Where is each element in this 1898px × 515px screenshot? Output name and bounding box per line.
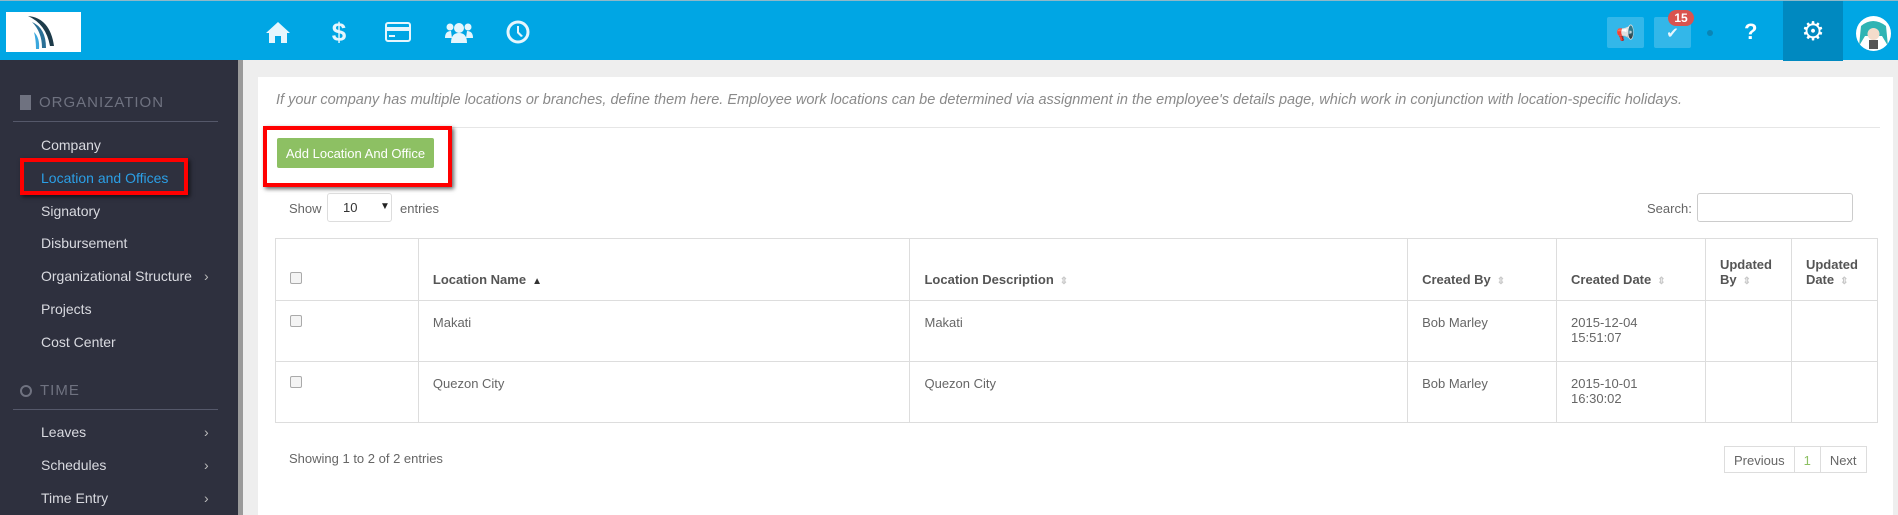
cell-location-description: Quezon City xyxy=(909,361,1409,423)
column-header-location-name[interactable]: Location Name ▲ xyxy=(417,238,911,301)
column-header-location-description[interactable]: Location Description ⇕ xyxy=(909,238,1409,301)
cell-created-by: Bob Marley xyxy=(1407,361,1558,423)
section-time: TIME xyxy=(20,382,80,399)
entries-label: entries xyxy=(400,201,440,216)
sort-icon: ⇕ xyxy=(1742,276,1751,287)
section-organization: ORGANIZATION xyxy=(20,94,164,111)
column-header-created-by[interactable]: Created By ⇕ xyxy=(1407,238,1558,301)
divider xyxy=(270,127,1880,128)
building-icon xyxy=(20,95,31,110)
sort-asc-icon: ▲ xyxy=(532,276,542,287)
sort-icon: ⇕ xyxy=(1657,276,1666,287)
table-row[interactable]: Quezon City Quezon City Bob Marley 2015-… xyxy=(275,361,1879,423)
cell-updated-by xyxy=(1704,300,1792,362)
users-icon[interactable] xyxy=(442,15,476,49)
user-avatar[interactable] xyxy=(1856,16,1891,51)
cell-created-date: 2015-10-01 16:30:02 xyxy=(1556,361,1706,423)
column-header-created-date[interactable]: Created Date ⇕ xyxy=(1556,238,1706,301)
search-input[interactable] xyxy=(1697,193,1853,222)
sidebar-item-projects[interactable]: Projects xyxy=(41,301,92,317)
cell-updated-date xyxy=(1790,300,1879,362)
highlight-box xyxy=(20,158,188,195)
cell-updated-by xyxy=(1704,361,1792,423)
sort-icon: ⇕ xyxy=(1840,276,1849,287)
settings-button[interactable]: ⚙ xyxy=(1783,1,1843,61)
megaphone-icon: 📢 xyxy=(1616,24,1635,42)
table-row[interactable]: Makati Makati Bob Marley 2015-12-04 15:51… xyxy=(275,300,1879,362)
highlight-box xyxy=(263,126,452,187)
sidebar-item-location-and-offices[interactable]: Location and Offices xyxy=(41,170,169,186)
status-dot xyxy=(1707,30,1713,36)
chevron-right-icon: › xyxy=(204,268,209,284)
table-header-row: Location Name ▲ Location Description ⇕ Cre… xyxy=(275,238,1879,301)
page-description: If your company has multiple locations o… xyxy=(276,92,1682,108)
cell-created-date: 2015-12-04 15:51:07 xyxy=(1556,300,1706,362)
sidebar-item-company[interactable]: Company xyxy=(41,137,101,153)
notification-badge: 15 xyxy=(1668,10,1694,26)
top-navbar: $ 📢 ✔ 15 ? ⚙ xyxy=(0,0,1898,61)
announcements-button[interactable]: 📢 xyxy=(1607,17,1644,48)
column-header-updated-by[interactable]: Updated By ⇕ xyxy=(1704,238,1792,301)
search-label: Search: xyxy=(1647,201,1692,216)
row-select-cell xyxy=(275,300,419,362)
divider xyxy=(13,409,218,410)
chevron-right-icon: › xyxy=(204,490,209,506)
locations-table: Location Name ▲ Location Description ⇕ Cre… xyxy=(275,238,1879,423)
sidebar-scrollbar[interactable] xyxy=(238,60,243,515)
sidebar-item-schedules[interactable]: Schedules xyxy=(41,457,107,473)
gears-icon: ⚙ xyxy=(1801,15,1825,46)
select-all-checkbox[interactable] xyxy=(290,272,302,284)
select-all-cell xyxy=(275,238,419,301)
cell-created-by: Bob Marley xyxy=(1407,300,1558,362)
show-label: Show xyxy=(289,201,322,216)
sidebar-item-leaves[interactable]: Leaves xyxy=(41,424,87,440)
column-header-updated-date[interactable]: Updated Date ⇕ xyxy=(1790,238,1879,301)
row-checkbox[interactable] xyxy=(290,376,302,388)
row-checkbox[interactable] xyxy=(290,315,302,327)
clock-icon xyxy=(20,384,32,397)
company-logo[interactable] xyxy=(6,12,81,52)
page-1-button[interactable]: 1 xyxy=(1793,447,1820,472)
sidebar xyxy=(0,60,238,515)
dollar-icon[interactable]: $ xyxy=(331,16,347,47)
home-icon[interactable] xyxy=(261,15,295,49)
sidebar-item-organizational-structure[interactable]: Organizational Structure xyxy=(41,268,192,284)
chevron-right-icon: › xyxy=(204,424,209,440)
row-select-cell xyxy=(275,361,419,423)
caret-down-icon: ▼ xyxy=(380,201,390,212)
cell-location-description: Makati xyxy=(909,300,1409,362)
sort-icon: ⇕ xyxy=(1496,276,1506,287)
page-size-select[interactable]: 10 xyxy=(327,193,392,222)
add-location-button[interactable]: Add Location And Office xyxy=(277,138,434,168)
pagination: Previous 1 Next xyxy=(1724,446,1867,473)
chevron-right-icon: › xyxy=(204,457,209,473)
divider xyxy=(13,121,218,122)
sidebar-item-cost-center[interactable]: Cost Center xyxy=(41,334,116,350)
previous-button[interactable]: Previous xyxy=(1734,453,1785,468)
credit-card-icon[interactable] xyxy=(381,15,415,49)
cell-location-name: Makati xyxy=(417,300,911,362)
sidebar-item-disbursement[interactable]: Disbursement xyxy=(41,235,128,251)
cell-updated-date xyxy=(1790,361,1879,423)
sidebar-item-time-entry[interactable]: Time Entry xyxy=(41,490,109,506)
table-info: Showing 1 to 2 of 2 entries xyxy=(289,451,443,466)
sidebar-item-signatory[interactable]: Signatory xyxy=(41,203,101,219)
next-button[interactable]: Next xyxy=(1819,447,1866,472)
clock-icon[interactable] xyxy=(501,15,535,49)
help-button[interactable]: ? xyxy=(1744,19,1758,44)
cell-location-name: Quezon City xyxy=(417,361,911,423)
sort-icon: ⇕ xyxy=(1059,276,1069,287)
check-circle-icon: ✔ xyxy=(1666,24,1679,42)
